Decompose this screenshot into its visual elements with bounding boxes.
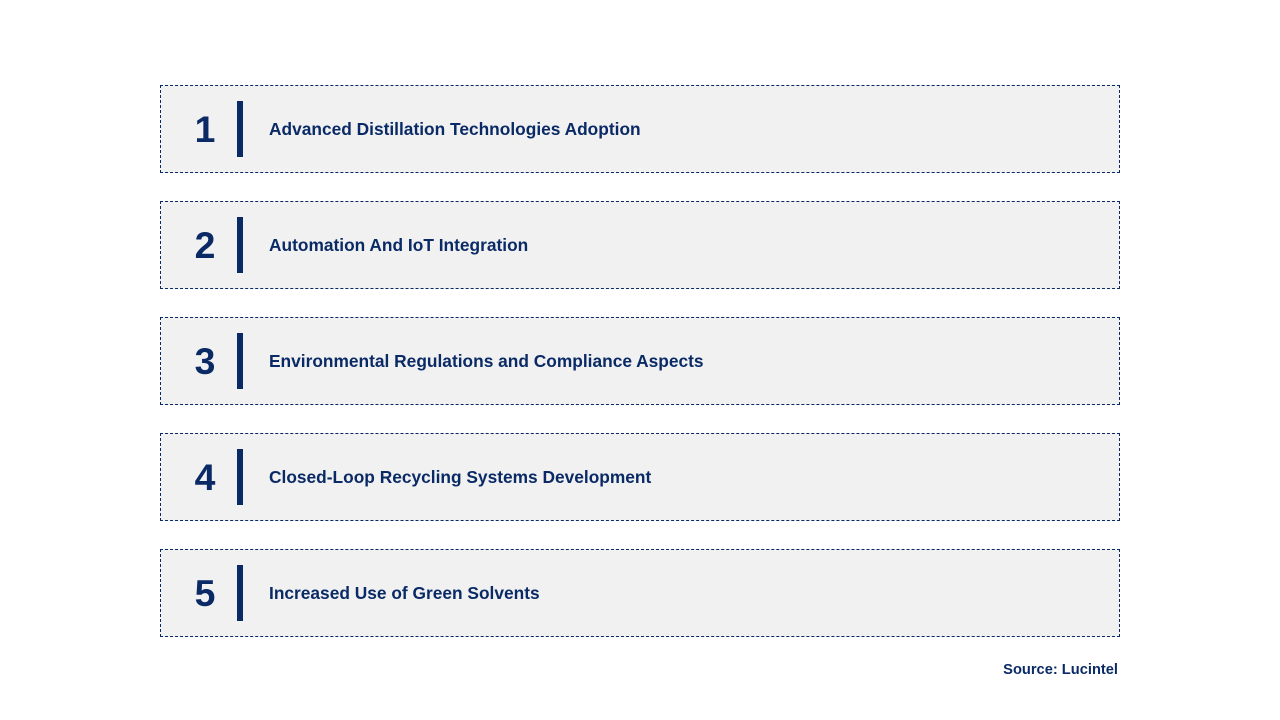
canvas: 1 Advanced Distillation Technologies Ado… bbox=[0, 0, 1280, 720]
item-number: 2 bbox=[179, 224, 231, 267]
item-label: Automation And IoT Integration bbox=[269, 235, 1101, 256]
list-item: 2 Automation And IoT Integration bbox=[160, 201, 1120, 289]
list-item: 4 Closed-Loop Recycling Systems Developm… bbox=[160, 433, 1120, 521]
list-item: 3 Environmental Regulations and Complian… bbox=[160, 317, 1120, 405]
item-number: 4 bbox=[179, 456, 231, 499]
item-label: Advanced Distillation Technologies Adopt… bbox=[269, 119, 1101, 140]
source-attribution: Source: Lucintel bbox=[1003, 662, 1118, 678]
list-item: 5 Increased Use of Green Solvents bbox=[160, 549, 1120, 637]
item-label: Environmental Regulations and Compliance… bbox=[269, 351, 1101, 372]
divider-bar-icon bbox=[237, 449, 243, 505]
divider-bar-icon bbox=[237, 101, 243, 157]
divider-bar-icon bbox=[237, 217, 243, 273]
item-number: 3 bbox=[179, 340, 231, 383]
item-number: 1 bbox=[179, 108, 231, 151]
divider-bar-icon bbox=[237, 565, 243, 621]
item-number: 5 bbox=[179, 572, 231, 615]
list-item: 1 Advanced Distillation Technologies Ado… bbox=[160, 85, 1120, 173]
item-label: Increased Use of Green Solvents bbox=[269, 583, 1101, 604]
divider-bar-icon bbox=[237, 333, 243, 389]
infographic-list: 1 Advanced Distillation Technologies Ado… bbox=[160, 85, 1120, 637]
item-label: Closed-Loop Recycling Systems Developmen… bbox=[269, 467, 1101, 488]
